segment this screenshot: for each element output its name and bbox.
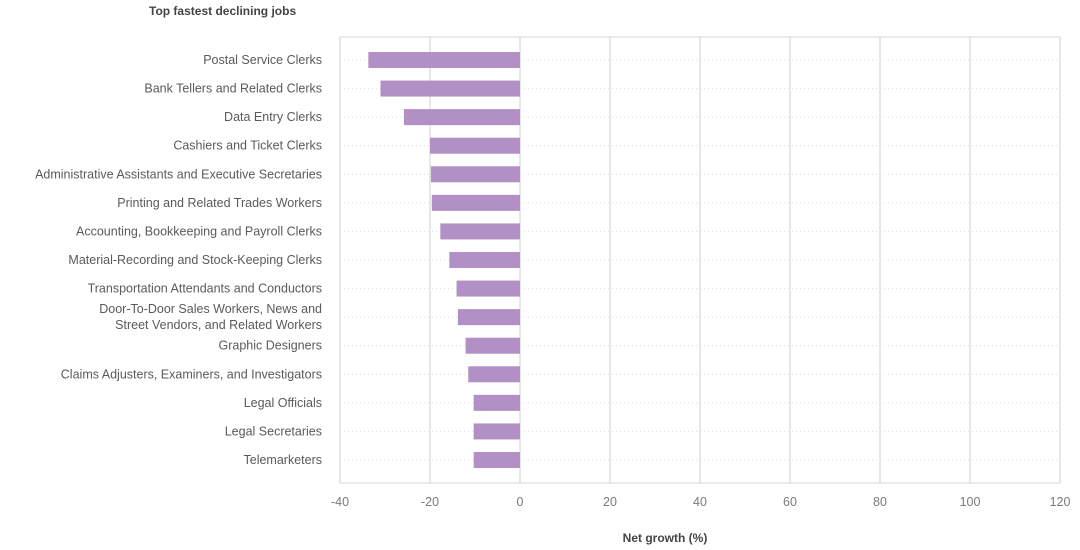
category-label: Postal Service Clerks bbox=[203, 53, 322, 67]
category-label-line: Administrative Assistants and Executive … bbox=[35, 167, 322, 181]
category-label-line: Claims Adjusters, Examiners, and Investi… bbox=[61, 367, 322, 381]
category-label: Graphic Designers bbox=[218, 339, 322, 353]
x-tick-label: -40 bbox=[331, 495, 349, 509]
bar bbox=[473, 423, 520, 440]
category-label: Bank Tellers and Related Clerks bbox=[144, 82, 322, 96]
x-tick-label: 20 bbox=[603, 495, 617, 509]
category-label: Printing and Related Trades Workers bbox=[117, 196, 322, 210]
category-label-line: Legal Secretaries bbox=[225, 424, 322, 438]
category-label: Material-Recording and Stock-Keeping Cle… bbox=[68, 253, 322, 267]
category-label: Cashiers and Ticket Clerks bbox=[173, 139, 322, 153]
category-label: Administrative Assistants and Executive … bbox=[35, 167, 322, 181]
x-tick-label: 100 bbox=[960, 495, 981, 509]
bar bbox=[457, 309, 520, 326]
bar bbox=[403, 109, 520, 126]
bar bbox=[368, 52, 520, 68]
gridlines bbox=[339, 37, 1061, 483]
bar bbox=[456, 280, 520, 297]
chart-title: Top fastest declining jobs bbox=[149, 4, 296, 18]
category-label-line: Street Vendors, and Related Workers bbox=[115, 318, 322, 332]
bar bbox=[430, 137, 520, 154]
category-label: Transportation Attendants and Conductors bbox=[88, 282, 322, 296]
category-label-line: Transportation Attendants and Conductors bbox=[88, 282, 322, 296]
category-label: Claims Adjusters, Examiners, and Investi… bbox=[61, 367, 322, 381]
category-label-line: Printing and Related Trades Workers bbox=[117, 196, 322, 210]
x-tick-label: 80 bbox=[873, 495, 887, 509]
x-tick-label: 60 bbox=[783, 495, 797, 509]
category-label-line: Telemarketers bbox=[244, 453, 323, 467]
bar bbox=[473, 452, 520, 468]
x-tick-label: 40 bbox=[693, 495, 707, 509]
x-tick-label: 0 bbox=[517, 495, 524, 509]
bar bbox=[465, 337, 520, 354]
x-tick-label: -20 bbox=[421, 495, 439, 509]
category-label: Data Entry Clerks bbox=[224, 110, 322, 124]
category-label: Legal Officials bbox=[244, 396, 322, 410]
category-label-line: Data Entry Clerks bbox=[224, 110, 322, 124]
bar bbox=[468, 366, 520, 383]
category-label-line: Door-To-Door Sales Workers, News and bbox=[99, 302, 322, 316]
category-label: Accounting, Bookkeeping and Payroll Cler… bbox=[76, 224, 322, 238]
x-tick-label: 120 bbox=[1050, 495, 1071, 509]
category-labels: Postal Service Clerks Bank Tellers and Re… bbox=[35, 53, 322, 467]
category-label: Door-To-Door Sales Workers, News and Stre… bbox=[99, 302, 322, 332]
category-label-line: Accounting, Bookkeeping and Payroll Cler… bbox=[76, 224, 322, 238]
bar bbox=[380, 80, 520, 97]
category-label-line: Legal Officials bbox=[244, 396, 322, 410]
category-label-line: Bank Tellers and Related Clerks bbox=[144, 82, 322, 96]
category-label-line: Graphic Designers bbox=[218, 339, 322, 353]
bar bbox=[430, 166, 520, 183]
category-label: Telemarketers bbox=[244, 453, 323, 467]
bar bbox=[449, 252, 520, 268]
bars bbox=[368, 52, 520, 468]
x-tick-labels: -40 -20 0 20 40 60 80 100 120 bbox=[331, 495, 1071, 509]
x-axis-title: Net growth (%) bbox=[623, 531, 708, 545]
bar bbox=[431, 194, 520, 211]
bar bbox=[440, 223, 520, 240]
category-label-line: Cashiers and Ticket Clerks bbox=[173, 139, 322, 153]
bar bbox=[473, 394, 520, 411]
category-label: Legal Secretaries bbox=[225, 424, 322, 438]
category-label-line: Postal Service Clerks bbox=[203, 53, 322, 67]
category-label-line: Material-Recording and Stock-Keeping Cle… bbox=[68, 253, 322, 267]
